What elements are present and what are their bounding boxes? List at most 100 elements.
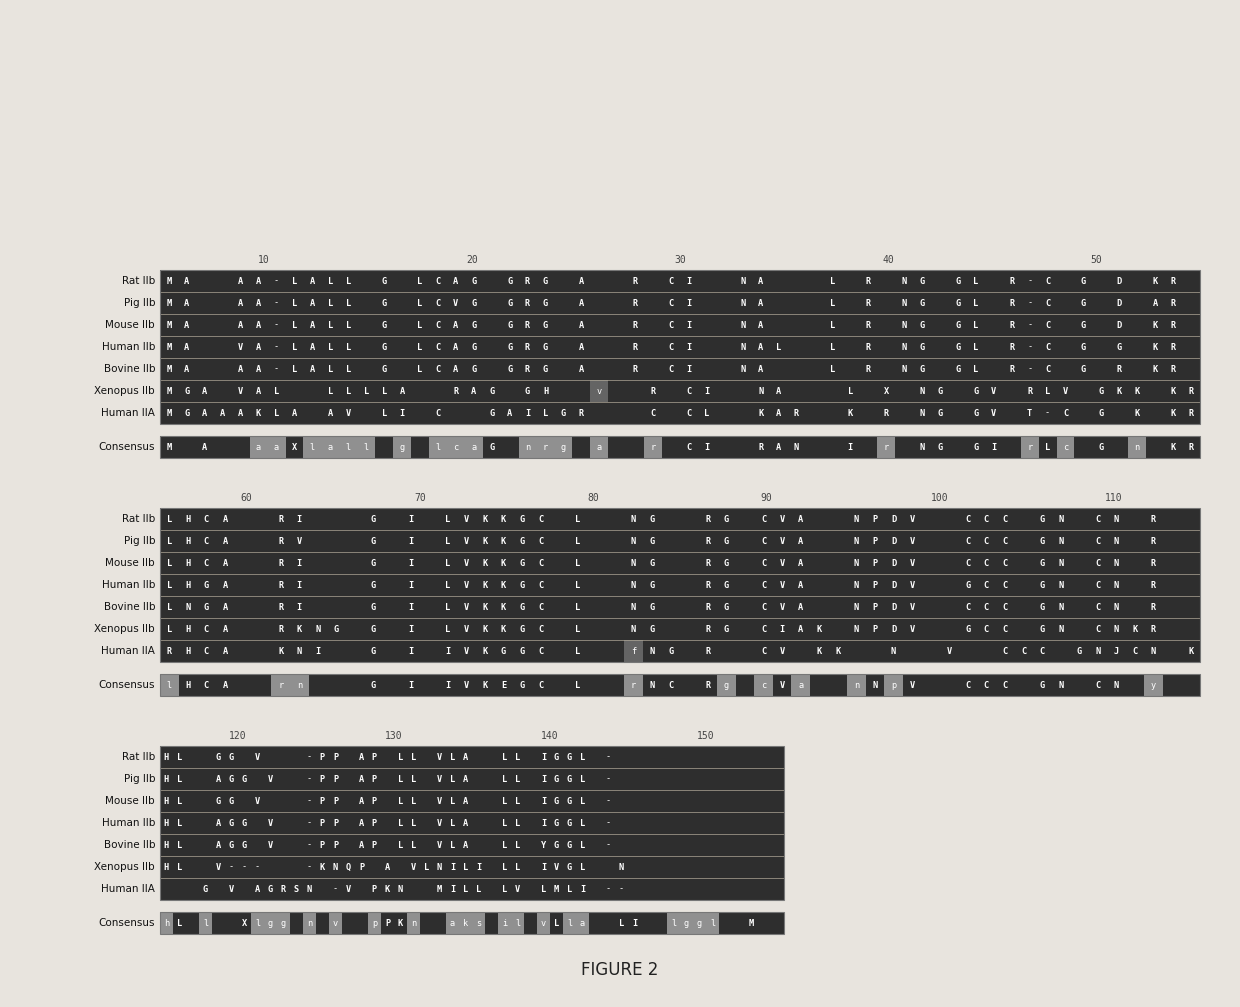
Text: D: D (892, 559, 897, 568)
Text: H: H (185, 646, 191, 656)
Text: -: - (306, 797, 312, 806)
Text: l: l (435, 442, 440, 451)
Bar (996, 508, 1014, 530)
Bar (420, 812, 433, 834)
Bar (513, 574, 532, 596)
Text: R: R (884, 409, 889, 418)
Bar (913, 336, 931, 358)
Bar (706, 812, 719, 834)
Bar (698, 596, 718, 618)
Bar (365, 674, 383, 696)
Text: A: A (579, 277, 584, 286)
Text: G: G (1099, 442, 1104, 451)
Text: H: H (543, 387, 548, 396)
Text: I: I (687, 298, 692, 307)
Bar (1092, 358, 1111, 380)
Bar (554, 314, 573, 336)
Bar (590, 270, 609, 292)
Text: G: G (543, 298, 548, 307)
Bar (895, 336, 914, 358)
Text: g: g (281, 918, 286, 927)
Bar (959, 508, 977, 530)
Bar (459, 746, 472, 768)
Bar (1164, 402, 1183, 424)
Text: M: M (166, 298, 171, 307)
Text: C: C (435, 298, 440, 307)
Bar (383, 574, 402, 596)
Text: V: V (780, 537, 785, 546)
Bar (1182, 530, 1200, 552)
Text: R: R (866, 277, 870, 286)
Text: L: L (177, 863, 182, 871)
Text: a: a (327, 442, 334, 451)
Bar (249, 270, 268, 292)
Text: G: G (203, 884, 208, 893)
Bar (485, 856, 498, 878)
Bar (884, 596, 903, 618)
Bar (573, 336, 590, 358)
Bar (321, 314, 340, 336)
Text: f: f (631, 646, 636, 656)
Bar (866, 596, 884, 618)
Bar (949, 336, 967, 358)
Bar (196, 336, 215, 358)
Bar (758, 878, 771, 900)
Text: G: G (268, 884, 273, 893)
Bar (590, 336, 609, 358)
Bar (160, 674, 1200, 696)
Bar (1033, 574, 1052, 596)
Text: 110: 110 (1105, 493, 1122, 504)
Bar (342, 746, 356, 768)
Text: G: G (919, 320, 925, 329)
Text: L: L (382, 387, 387, 396)
Bar (806, 292, 823, 314)
Bar (277, 856, 290, 878)
Bar (303, 856, 316, 878)
Bar (501, 314, 518, 336)
Bar (717, 508, 737, 530)
Bar (641, 834, 655, 856)
Bar (626, 436, 645, 458)
Text: G: G (382, 342, 387, 351)
Text: N: N (854, 537, 859, 546)
Text: A: A (238, 298, 243, 307)
Text: I: I (541, 752, 546, 761)
Text: R: R (525, 298, 531, 307)
Text: N: N (631, 515, 636, 524)
Bar (268, 358, 285, 380)
Text: N: N (794, 442, 799, 451)
Bar (212, 812, 226, 834)
Text: Xenopus IIb: Xenopus IIb (94, 624, 155, 634)
Bar (847, 674, 866, 696)
Bar (751, 380, 770, 402)
Bar (513, 530, 532, 552)
Bar (476, 674, 495, 696)
Bar (177, 314, 196, 336)
Bar (309, 640, 327, 662)
Bar (751, 292, 770, 314)
Text: N: N (1114, 602, 1118, 611)
Text: L: L (502, 797, 507, 806)
Bar (179, 640, 197, 662)
Bar (197, 640, 216, 662)
Bar (866, 552, 884, 574)
Bar (791, 596, 810, 618)
Text: R: R (1151, 580, 1156, 589)
Bar (967, 314, 985, 336)
Bar (921, 574, 940, 596)
Bar (277, 768, 290, 790)
Text: L: L (973, 365, 978, 374)
Text: H: H (164, 841, 169, 850)
Bar (160, 314, 179, 336)
Text: G: G (501, 646, 506, 656)
Text: G: G (471, 277, 476, 286)
Bar (823, 358, 842, 380)
Bar (213, 436, 232, 458)
Bar (253, 574, 272, 596)
Bar (828, 508, 847, 530)
Bar (368, 768, 382, 790)
Bar (828, 596, 847, 618)
Text: R: R (1009, 342, 1014, 351)
Text: V: V (464, 602, 469, 611)
Bar (179, 552, 197, 574)
